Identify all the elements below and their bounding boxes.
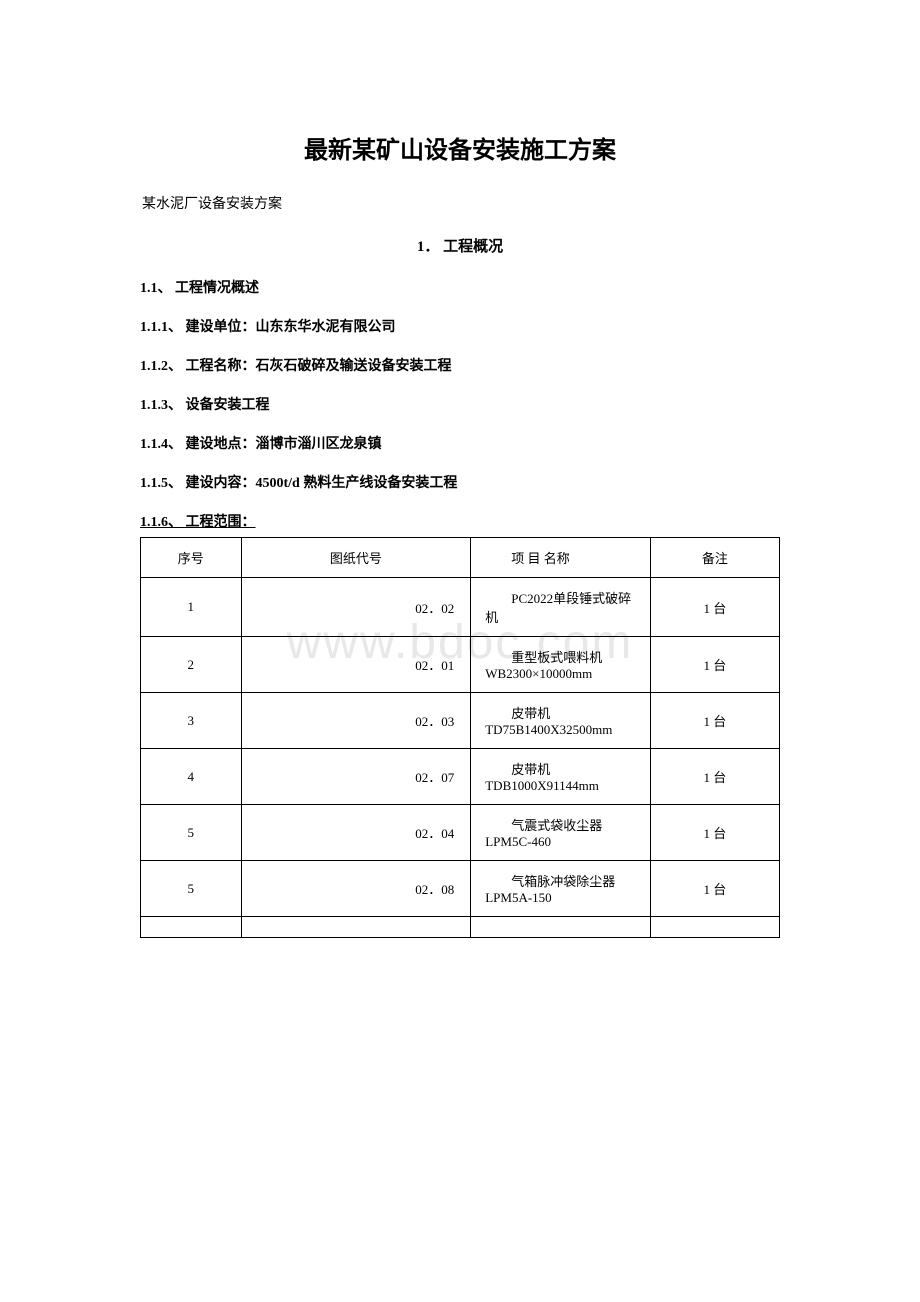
table-header-row: 序号 图纸代号 项 目 名称 备注 bbox=[141, 538, 780, 578]
item-1-1-2: 1.1.2、 工程名称：石灰石破碎及输送设备安装工程 bbox=[140, 356, 780, 377]
header-name: 项 目 名称 bbox=[471, 538, 651, 578]
header-code: 图纸代号 bbox=[241, 538, 471, 578]
table-row-empty bbox=[141, 917, 780, 938]
cell-seq: 5 bbox=[141, 861, 242, 917]
header-remark: 备注 bbox=[650, 538, 779, 578]
cell-name: 气震式袋收尘器LPM5C-460 bbox=[471, 805, 651, 861]
document-content: 最新某矿山设备安装施工方案 某水泥厂设备安装方案 1． 工程概况 1.1、 工程… bbox=[140, 130, 780, 938]
cell-code: 02．01 bbox=[241, 637, 471, 693]
cell-code: 02．07 bbox=[241, 749, 471, 805]
equipment-table: 序号 图纸代号 项 目 名称 备注 1 02．02 PC2022单段锤式破碎机 … bbox=[140, 537, 780, 938]
table-row: 5 02．08 气箱脉冲袋除尘器LPM5A-150 1 台 bbox=[141, 861, 780, 917]
item-1-1-5: 1.1.5、 建设内容：4500t/d 熟料生产线设备安装工程 bbox=[140, 473, 780, 494]
cell-name: 皮带机TD75B1400X32500mm bbox=[471, 693, 651, 749]
cell-remark: 1 台 bbox=[650, 578, 779, 637]
table-row: 3 02．03 皮带机TD75B1400X32500mm 1 台 bbox=[141, 693, 780, 749]
cell-code: 02．02 bbox=[241, 578, 471, 637]
section-name: 工程概况 bbox=[443, 239, 503, 255]
main-title: 最新某矿山设备安装施工方案 bbox=[140, 130, 780, 165]
cell-remark: 1 台 bbox=[650, 861, 779, 917]
table-row: 4 02．07 皮带机TDB1000X91144mm 1 台 bbox=[141, 749, 780, 805]
item-1-1: 1.1、 工程情况概述 bbox=[140, 278, 780, 299]
cell-name: 重型板式喂料机WB2300×10000mm bbox=[471, 637, 651, 693]
header-seq: 序号 bbox=[141, 538, 242, 578]
item-1-1-4: 1.1.4、 建设地点：淄博市淄川区龙泉镇 bbox=[140, 434, 780, 455]
subtitle: 某水泥厂设备安装方案 bbox=[140, 193, 780, 213]
cell-name: 气箱脉冲袋除尘器LPM5A-150 bbox=[471, 861, 651, 917]
cell-seq: 1 bbox=[141, 578, 242, 637]
item-1-1-1: 1.1.1、 建设单位：山东东华水泥有限公司 bbox=[140, 317, 780, 338]
cell-code: 02．03 bbox=[241, 693, 471, 749]
cell-seq: 2 bbox=[141, 637, 242, 693]
cell-remark: 1 台 bbox=[650, 693, 779, 749]
section-title: 1． 工程概况 bbox=[140, 235, 780, 256]
cell-code: 02．08 bbox=[241, 861, 471, 917]
cell-seq: 4 bbox=[141, 749, 242, 805]
table-row: 2 02．01 重型板式喂料机WB2300×10000mm 1 台 bbox=[141, 637, 780, 693]
cell-seq: 3 bbox=[141, 693, 242, 749]
cell-remark: 1 台 bbox=[650, 749, 779, 805]
cell-remark: 1 台 bbox=[650, 805, 779, 861]
item-1-1-3: 1.1.3、 设备安装工程 bbox=[140, 395, 780, 416]
item-1-1-6: 1.1.6、 工程范围： bbox=[140, 512, 780, 533]
cell-name: PC2022单段锤式破碎机 bbox=[471, 578, 651, 637]
section-number: 1． bbox=[417, 239, 440, 255]
cell-name: 皮带机TDB1000X91144mm bbox=[471, 749, 651, 805]
cell-empty bbox=[141, 917, 242, 938]
cell-remark: 1 台 bbox=[650, 637, 779, 693]
cell-empty bbox=[650, 917, 779, 938]
cell-empty bbox=[471, 917, 651, 938]
cell-code: 02．04 bbox=[241, 805, 471, 861]
table-row: 1 02．02 PC2022单段锤式破碎机 1 台 bbox=[141, 578, 780, 637]
table-row: 5 02．04 气震式袋收尘器LPM5C-460 1 台 bbox=[141, 805, 780, 861]
cell-empty bbox=[241, 917, 471, 938]
cell-seq: 5 bbox=[141, 805, 242, 861]
